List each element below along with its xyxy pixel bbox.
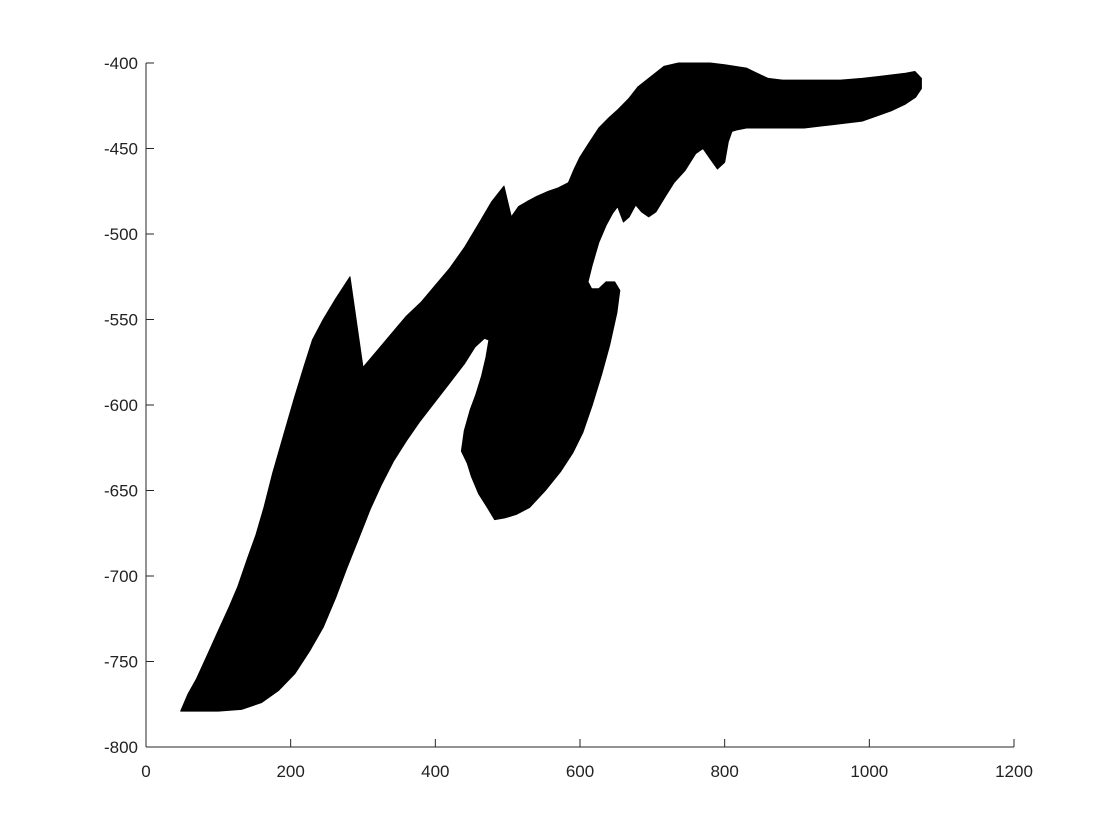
plot-area: [180, 62, 922, 712]
y-tick-label: -500: [104, 225, 138, 244]
y-tick-label: -550: [104, 311, 138, 330]
x-tick-label: 1000: [850, 762, 888, 781]
y-tick-label: -750: [104, 653, 138, 672]
y-tick-label: -600: [104, 396, 138, 415]
y-tick-label: -400: [104, 54, 138, 73]
y-tick-label: -800: [104, 738, 138, 757]
y-tick-label: -650: [104, 482, 138, 501]
x-tick-label: 600: [566, 762, 594, 781]
y-tick-label: -450: [104, 140, 138, 159]
x-tick-label: 0: [141, 762, 150, 781]
axes: 0 200 400 600 800 1000 1200 -400 -450 -500 -550 -6…: [104, 54, 1033, 781]
x-tick-label: 400: [421, 762, 449, 781]
x-tick-label: 1200: [995, 762, 1033, 781]
filled-polygon-shape: [180, 62, 922, 712]
x-tick-label: 200: [276, 762, 304, 781]
x-tick-label: 800: [710, 762, 738, 781]
x-axis-ticks: 0 200 400 600 800 1000 1200: [141, 739, 1033, 781]
y-axis-ticks: -400 -450 -500 -550 -600 -650 -700 -750 -800: [104, 54, 154, 757]
y-tick-label: -700: [104, 567, 138, 586]
